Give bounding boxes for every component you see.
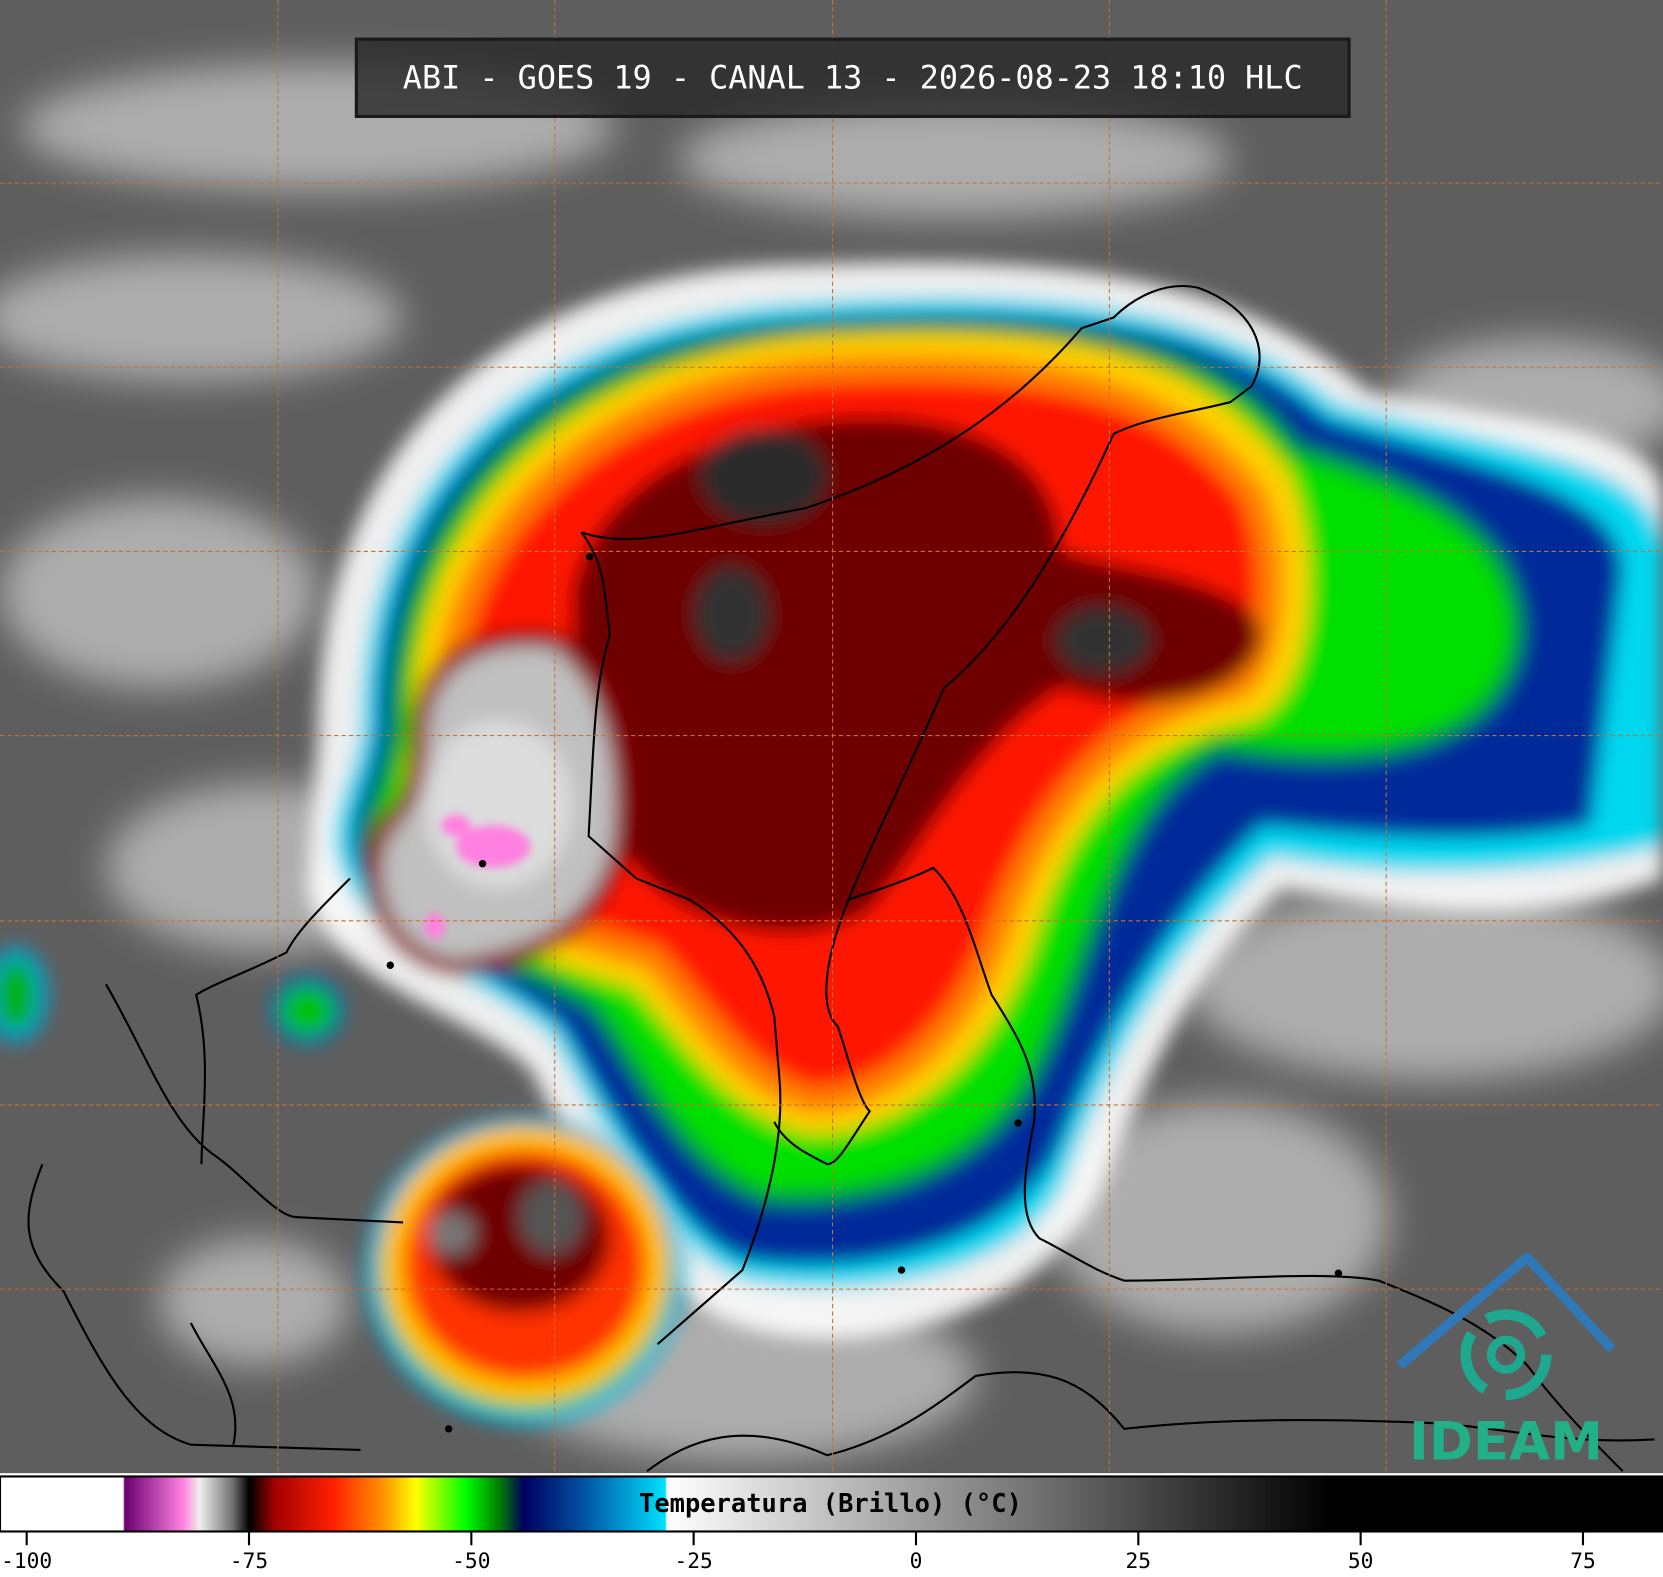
colorbar-tick-label: 25: [1126, 1548, 1152, 1573]
pixel-cluster: [441, 814, 471, 837]
logo-roof: [1396, 1252, 1616, 1369]
small-cell: [271, 976, 344, 1045]
sw-cell: [0, 947, 685, 1424]
border-line: [27, 877, 404, 1452]
coldest-top: [572, 416, 1263, 933]
city-dot: [1334, 1269, 1343, 1277]
overshooting-top: [519, 1180, 584, 1255]
colorbar: Temperatura (Brillo) (°C) -100 -75 -50 -25 0…: [0, 1473, 1663, 1577]
pixel-cluster: [424, 913, 446, 939]
title-box: ABI - GOES 19 - CANAL 13 - 2026-08-23 18…: [354, 37, 1351, 119]
pixel-cluster: [456, 825, 531, 868]
border-line: [580, 285, 1261, 1166]
border-line: [848, 866, 1624, 1472]
colorbar-tick-label: 75: [1570, 1548, 1596, 1573]
overshooting-top: [1055, 606, 1151, 675]
extreme-cold-pixels: [424, 814, 531, 939]
city-dot: [444, 1425, 453, 1433]
colorbar-label: Temperatura (Brillo) (°C): [639, 1488, 1022, 1518]
overshooting-top: [694, 566, 769, 662]
title-background: [354, 37, 1351, 119]
cloud: [0, 254, 403, 382]
borders: [27, 285, 1655, 1473]
logo-swirl: [1460, 1309, 1552, 1401]
cloud: [1187, 889, 1663, 1080]
colorbar-tick-label: -75: [230, 1548, 268, 1573]
small-cell: [0, 947, 48, 1043]
graticule: [0, 0, 1663, 1474]
colorbar-tick-label: -100: [1, 1548, 52, 1573]
city-dot: [1014, 1119, 1022, 1127]
cloud: [678, 100, 1231, 217]
overshooting-top: [699, 428, 828, 524]
overshooting-top: [427, 1211, 475, 1255]
colorbar-tick-label: -50: [452, 1548, 490, 1573]
cloud: [0, 497, 319, 688]
title: ABI - GOES 19 - CANAL 13 - 2026-08-23 18…: [403, 60, 1303, 96]
logo: IDEAM: [1396, 1252, 1616, 1472]
city-dot: [478, 859, 487, 868]
city-markers: [386, 553, 1343, 1433]
imagery: [0, 0, 1663, 1474]
city-dot: [585, 553, 594, 561]
city-dot: [897, 1266, 906, 1274]
colorbar-tick-label: 50: [1348, 1548, 1374, 1573]
city-dot: [386, 961, 395, 969]
logo-swirl: [1486, 1335, 1526, 1374]
cloud: [159, 1238, 350, 1366]
colorbar-tick-label: -25: [675, 1548, 713, 1573]
border-line: [580, 531, 782, 1345]
colorbar-ramp: [0, 1475, 1663, 1533]
logo-text: IDEAM: [1409, 1411, 1603, 1472]
colorbar-tick-label: 0: [910, 1548, 923, 1573]
border-line: [646, 1371, 1655, 1473]
